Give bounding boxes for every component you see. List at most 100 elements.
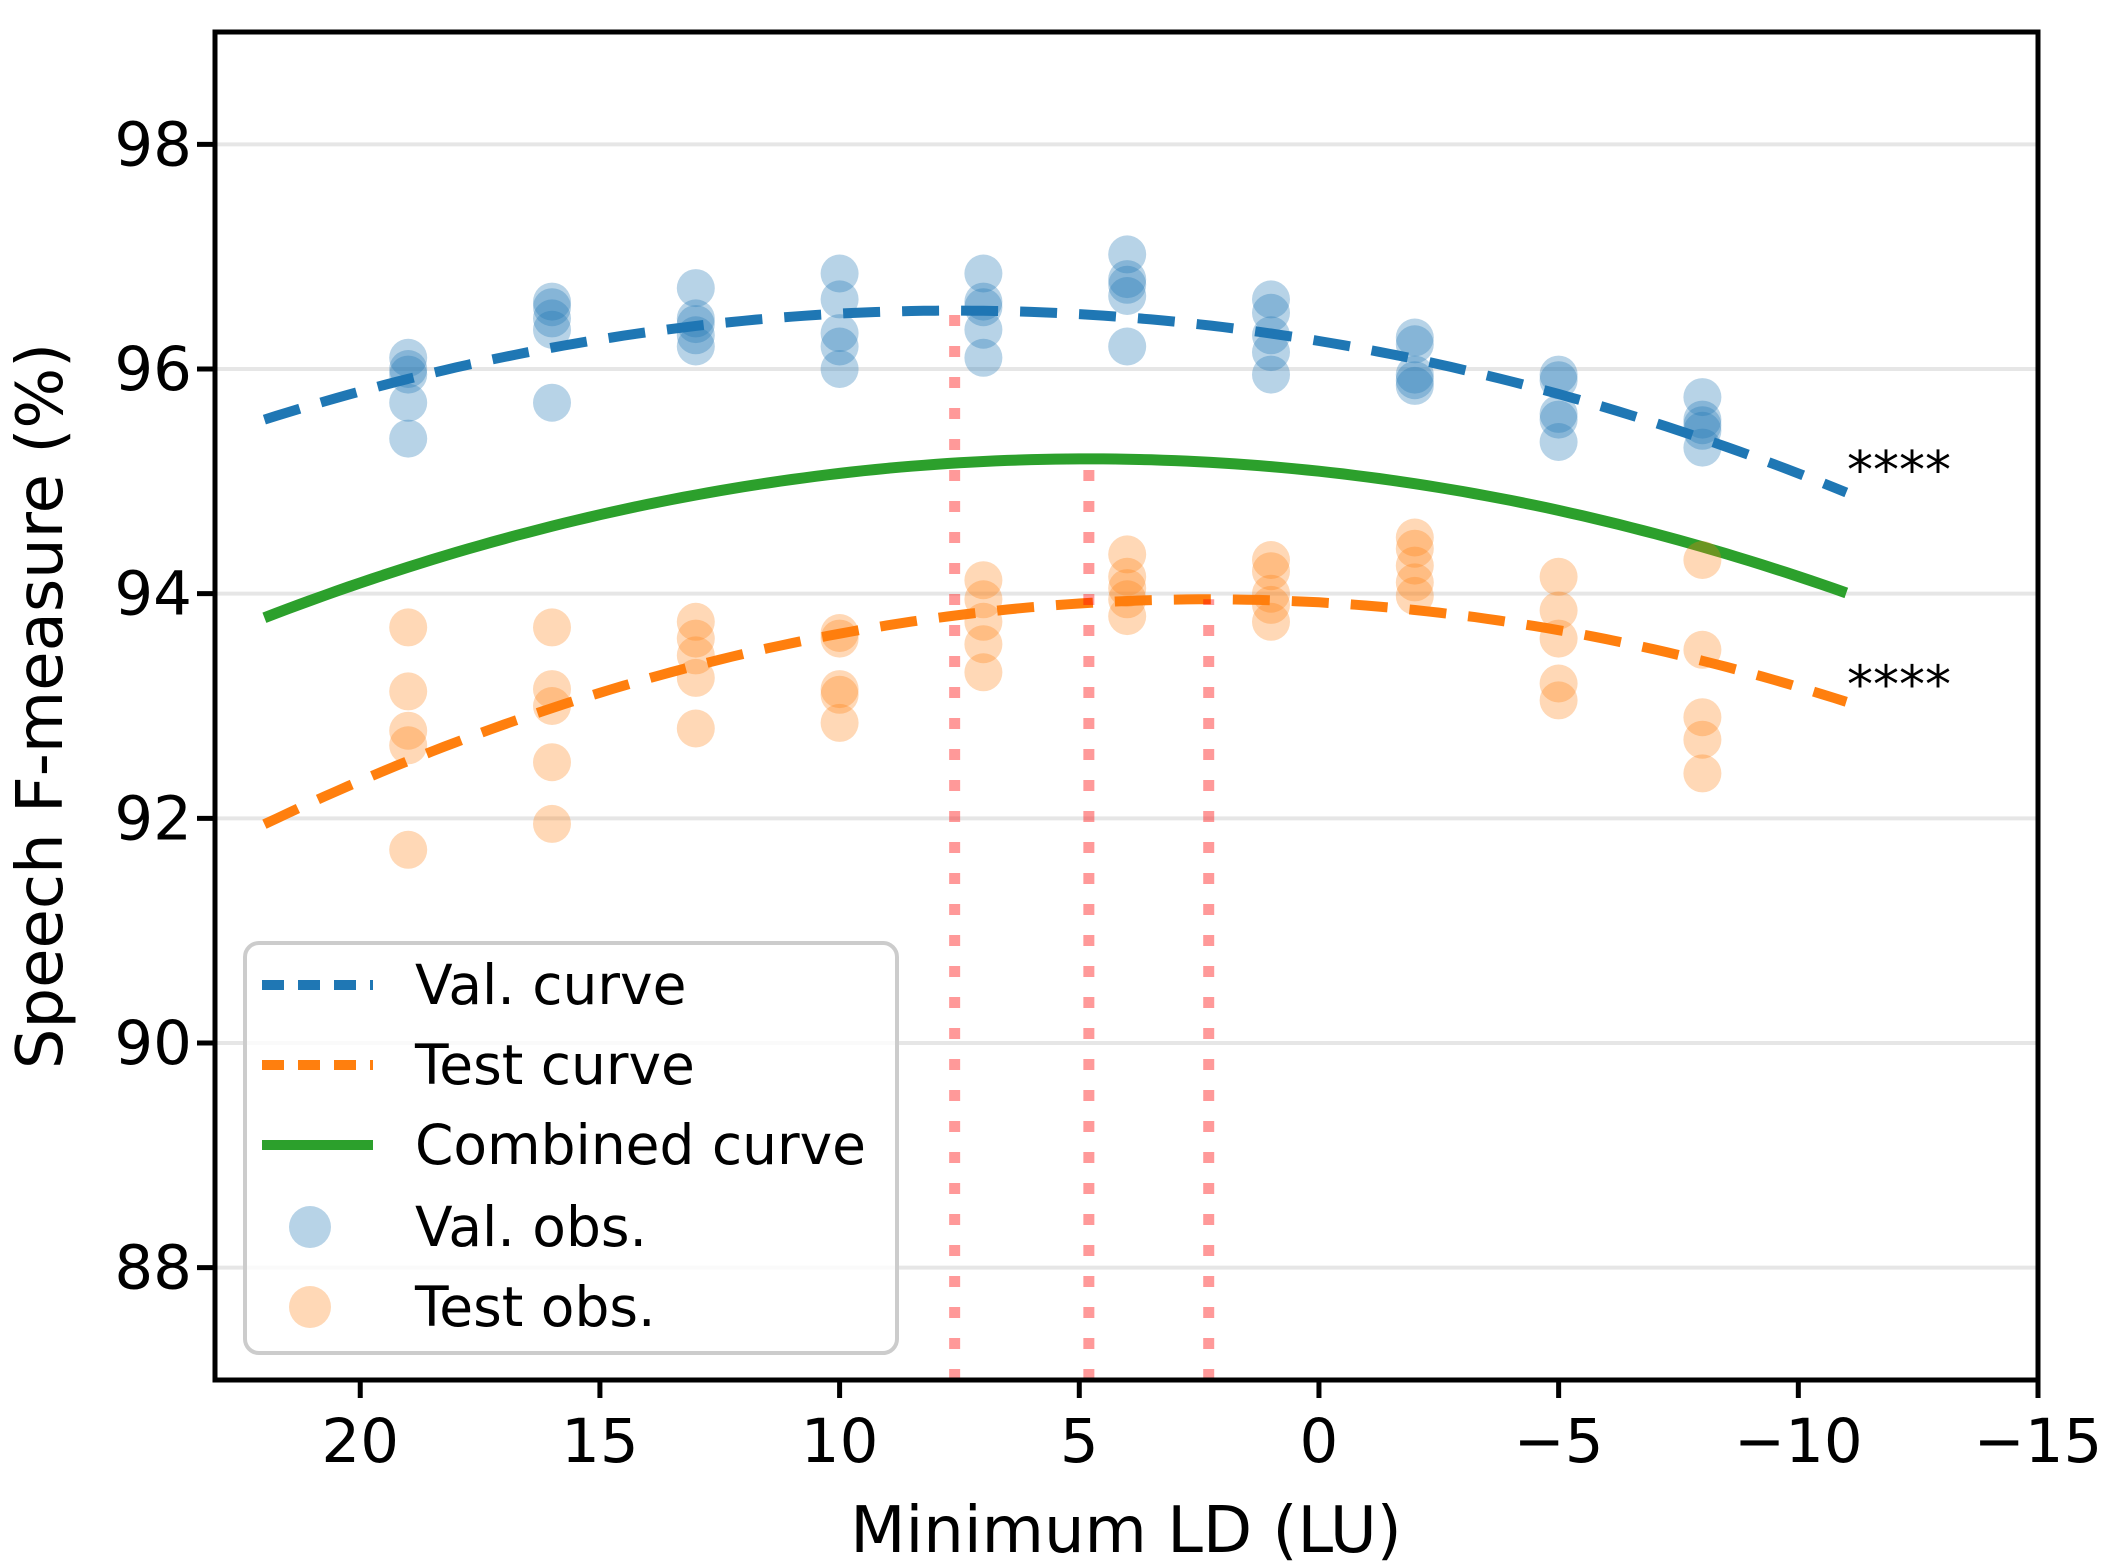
- legend-label-test-obs: Test obs.: [414, 1275, 656, 1339]
- val-obs-point: [676, 327, 715, 366]
- y-axis-label: Speech F-measure (%): [4, 343, 78, 1069]
- val-obs-point: [1683, 378, 1722, 417]
- test-obs-point: [676, 709, 715, 748]
- val-obs-point: [964, 282, 1003, 321]
- test-obs-point: [1539, 664, 1578, 703]
- val-obs-point: [1395, 318, 1434, 357]
- val-obs-point: [1539, 361, 1578, 400]
- val-obs-point: [1108, 277, 1147, 315]
- y-tick-label: 90: [114, 1008, 192, 1079]
- x-tick-label: −15: [1974, 1406, 2103, 1477]
- test-obs-point: [1108, 597, 1147, 636]
- test-obs-point: [676, 636, 715, 675]
- legend: Val. curve Test curve Combined curve Val. o…: [243, 941, 899, 1355]
- x-tick-label: 20: [321, 1406, 399, 1477]
- val-obs-point: [820, 350, 859, 388]
- x-tick-label: 10: [801, 1406, 879, 1477]
- val-obs-point: [1539, 400, 1578, 439]
- val-obs-point: [533, 299, 571, 338]
- y-tick-label: 92: [114, 783, 192, 854]
- test-obs-point: [1252, 602, 1290, 641]
- test-obs-point: [533, 670, 571, 709]
- legend-box: [243, 941, 899, 1355]
- val-obs-point: [964, 338, 1003, 377]
- test-obs-point: [1252, 541, 1290, 579]
- val-obs-point: [389, 419, 428, 458]
- val-obs-point: [533, 282, 571, 321]
- test-obs-point: [820, 670, 859, 709]
- test-obs-point: [676, 658, 715, 697]
- test-obs-point: [533, 743, 571, 782]
- optimum-vlines: [949, 310, 1215, 1380]
- val-obs-point: [1395, 366, 1434, 405]
- legend-marker-test-obs: [289, 1286, 331, 1328]
- test-obs-point: [1395, 563, 1434, 602]
- val-obs-point: [1395, 355, 1434, 394]
- legend-label-combined-curve: Combined curve: [415, 1113, 866, 1177]
- val-obs-point: [676, 305, 715, 344]
- test-obs-point: [1539, 557, 1578, 596]
- test-obs-point: [1683, 630, 1722, 669]
- val-obs-point: [1252, 293, 1290, 332]
- legend-label-val-curve: Val. curve: [415, 953, 686, 1017]
- test-obs-point: [676, 619, 715, 658]
- val-obs-point: [1108, 235, 1147, 274]
- val-obs-point: [389, 355, 428, 394]
- x-tick-label: −5: [1514, 1406, 1604, 1477]
- val-obs-point: [389, 338, 428, 377]
- val-obs-point: [1252, 355, 1290, 394]
- test-obs-point: [964, 561, 1003, 600]
- x-tick-label: 0: [1300, 1406, 1339, 1477]
- test-obs-point: [389, 726, 428, 765]
- val-obs-point: [1108, 265, 1147, 304]
- test-obs-point: [1395, 546, 1434, 585]
- test-obs-point: [389, 608, 428, 647]
- test-obs-point: [820, 619, 859, 658]
- val-obs-point: [964, 310, 1003, 349]
- test-obs-point: [1395, 518, 1434, 557]
- test-obs-point: [1539, 681, 1578, 720]
- test-obs-point: [1108, 569, 1147, 608]
- x-axis-label: Minimum LD (LU): [850, 1494, 1401, 1564]
- val-obs-point: [1252, 316, 1290, 355]
- test-obs-point: [1395, 576, 1434, 615]
- test-obs-point: [1683, 720, 1722, 759]
- test-obs-point: [964, 580, 1003, 619]
- val-obs-point: [964, 254, 1003, 293]
- legend-label-test-curve: Test curve: [414, 1033, 695, 1097]
- test-obs-point: [1108, 557, 1147, 596]
- val-obs-point: [820, 327, 859, 366]
- test-obs-point: [533, 804, 571, 843]
- val-obs-point: [1252, 280, 1290, 319]
- test-obs-point: [389, 711, 428, 750]
- test-obs-point: [820, 675, 859, 714]
- test-obs-point: [1683, 754, 1722, 793]
- legend-label-val-obs: Val. obs.: [415, 1195, 647, 1259]
- val-obs-point: [1683, 406, 1722, 445]
- test-obs-point: [533, 608, 571, 647]
- x-tick-label: 5: [1060, 1406, 1099, 1477]
- val-obs-point: [533, 288, 571, 327]
- val-obs-point: [389, 350, 428, 388]
- val-obs-point: [820, 254, 859, 293]
- val-obs-point: [820, 280, 859, 319]
- y-tick-label: 88: [114, 1233, 192, 1304]
- val-obs-point: [1683, 428, 1722, 467]
- fitted-curves: [262, 305, 1849, 829]
- plot-border: [212, 29, 2041, 1383]
- test-obs-point: [1539, 619, 1578, 658]
- legend-marker-val-obs: [289, 1206, 331, 1248]
- test-obs-point: [533, 687, 571, 725]
- test-obs-point: [820, 614, 859, 652]
- val-curve: [262, 305, 1849, 498]
- test-obs-point: [1683, 698, 1722, 737]
- val-obs-point: [676, 269, 715, 308]
- significance-annotation-0: ****: [1847, 441, 1951, 501]
- x-tick-label: 15: [561, 1406, 639, 1477]
- scatter-points: [389, 235, 1722, 869]
- test-curve: [262, 594, 1848, 829]
- test-obs-point: [964, 602, 1003, 641]
- val-obs-point: [1539, 423, 1578, 461]
